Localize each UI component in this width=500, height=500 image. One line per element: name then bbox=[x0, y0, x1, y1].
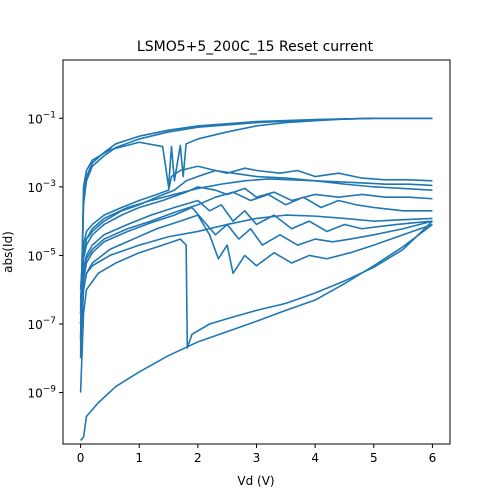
y-tick-label: 10−5 bbox=[27, 247, 56, 263]
x-axis-label: Vd (V) bbox=[237, 474, 274, 488]
series-line-9 bbox=[79, 220, 433, 393]
series-line-2 bbox=[79, 117, 433, 314]
x-axis: 0 1 2 3 4 5 6 bbox=[77, 444, 436, 465]
series-layer bbox=[79, 117, 433, 442]
series-line-14 bbox=[79, 214, 433, 338]
chart-title: LSMO5+5_200C_15 Reset current bbox=[137, 39, 374, 55]
series-line-6 bbox=[79, 199, 433, 325]
series-line-8 bbox=[79, 214, 433, 349]
series-line-4 bbox=[79, 169, 433, 301]
y-axis-label: abs(Id) bbox=[1, 231, 15, 273]
x-tick-label: 3 bbox=[253, 451, 261, 465]
series-line-5 bbox=[79, 186, 433, 314]
x-tick-label: 6 bbox=[429, 451, 437, 465]
y-axis: 10−9 10−7 10−5 10−3 10−1 bbox=[27, 110, 63, 401]
series-line-10 bbox=[79, 223, 433, 442]
y-tick-label: 10−9 bbox=[27, 385, 56, 401]
series-line-13 bbox=[79, 191, 433, 325]
x-tick-label: 4 bbox=[311, 451, 319, 465]
series-line-11 bbox=[79, 117, 433, 342]
y-tick-label: 10−7 bbox=[27, 316, 56, 332]
x-tick-label: 2 bbox=[194, 451, 202, 465]
x-tick-label: 1 bbox=[135, 451, 143, 465]
series-line-12 bbox=[79, 178, 433, 308]
y-tick-label: 10−3 bbox=[27, 179, 56, 195]
x-tick-label: 0 bbox=[77, 451, 85, 465]
x-tick-label: 5 bbox=[370, 451, 378, 465]
y-tick-label: 10−1 bbox=[27, 110, 56, 126]
series-line-3 bbox=[79, 165, 433, 290]
